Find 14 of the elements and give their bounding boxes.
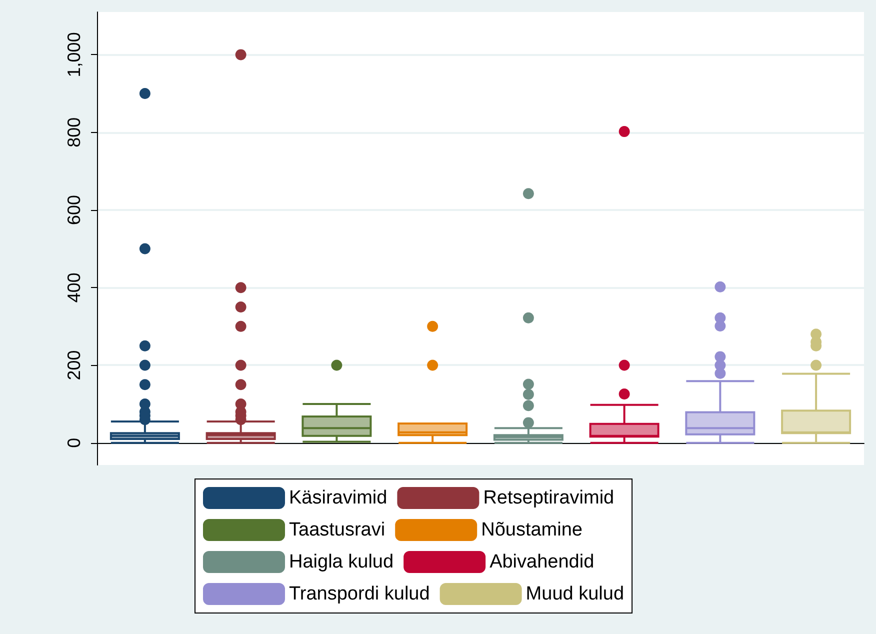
y-tick-label: 600 [64,194,84,225]
y-tick-label: 0 [64,438,84,448]
legend-label: Transpordi kulud [289,584,430,604]
legend-label: Retseptiravimid [483,488,614,508]
legend-label: Nõustamine [481,520,582,540]
legend-label: Abivahendid [490,552,594,572]
legend-label: Muud kulud [526,584,624,604]
y-tick-label: 200 [64,350,84,380]
legend-label: Käsiravimid [289,488,388,508]
y-tick-label: 1,000 [64,32,84,78]
y-tick-label: 800 [64,117,84,148]
legend-label: Haigla kulud [289,552,394,572]
legend-label: Taastusravi [289,520,386,540]
y-tick-label: 400 [64,272,84,303]
